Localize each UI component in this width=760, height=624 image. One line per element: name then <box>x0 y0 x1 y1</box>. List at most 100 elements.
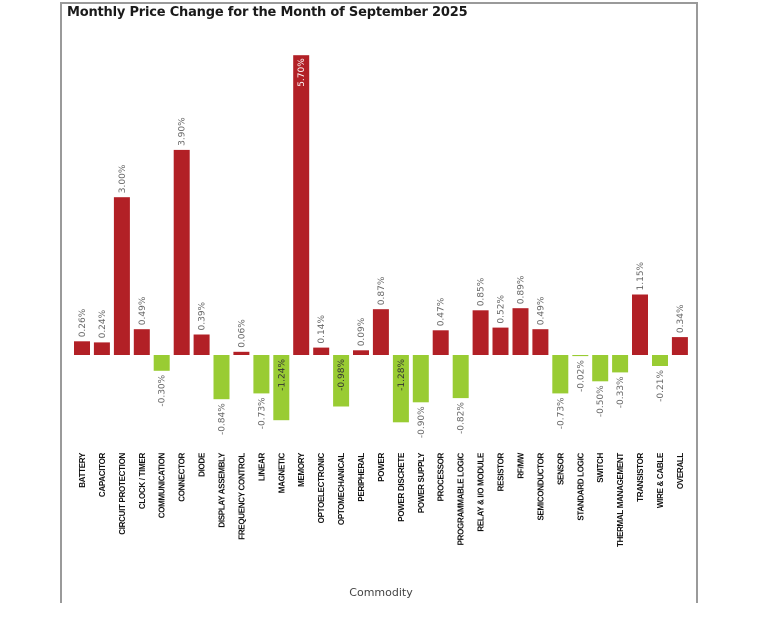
category-label-standard-logic: STANDARD LOGIC <box>576 452 585 520</box>
data-label-power-discrete: -1.28% <box>397 359 407 391</box>
category-label-communication: COMMUNICATION <box>158 452 167 518</box>
data-label-linear: -0.73% <box>257 397 267 429</box>
category-label-memory: MEMORY <box>297 452 306 487</box>
bar-peripheral[interactable] <box>353 350 369 355</box>
bar-rf-mw[interactable] <box>512 308 529 355</box>
category-label-switch: SWITCH <box>596 452 605 482</box>
data-label-standard-logic: -0.02% <box>576 360 586 392</box>
bar-circuit-protection[interactable] <box>113 197 130 355</box>
data-label-battery: 0.26% <box>78 308 88 337</box>
category-label-thermal-management: THERMAL MANAGEMENT <box>616 453 625 547</box>
bar-communication[interactable] <box>153 355 170 371</box>
data-label-switch: -0.50% <box>596 385 606 417</box>
category-label-transistor: TRANSISTOR <box>636 452 645 501</box>
bar-optomechanical[interactable] <box>333 355 350 407</box>
category-label-magnetic: MAGNETIC <box>277 452 286 493</box>
bar-power-supply[interactable] <box>412 355 429 403</box>
category-label-resistor: RESISTOR <box>497 452 506 491</box>
category-label-battery: BATTERY <box>78 452 87 488</box>
bar-battery[interactable] <box>74 341 90 355</box>
chart-title: Monthly Price Change for the Month of Se… <box>67 5 468 20</box>
data-label-frequency-control: 0.06% <box>237 319 247 348</box>
data-label-rf-mw: 0.89% <box>517 275 527 304</box>
data-label-connector: 3.90% <box>178 117 188 146</box>
bar-switch[interactable] <box>592 355 609 382</box>
bar-semiconductor[interactable] <box>532 329 549 355</box>
bar-programmable-logic[interactable] <box>452 355 469 399</box>
bar-connector[interactable] <box>173 149 190 355</box>
bar-optoelectronic[interactable] <box>313 347 330 355</box>
category-label-power-discrete: POWER DISCRETE <box>397 452 406 522</box>
bar-clock-timer[interactable] <box>133 329 150 355</box>
category-labels-group: BATTERY CAPACITOR CIRCUIT PROTECTION CLOCK … <box>78 452 685 547</box>
data-label-programmable-logic: -0.82% <box>457 402 467 434</box>
data-label-relay-i-o-module: 0.85% <box>477 277 487 306</box>
data-labels-group: 0.26% 0.24% 3.00% 0.49% -0.30% 3.90% 0.39% -0.8… <box>78 58 686 438</box>
category-label-power: POWER <box>377 452 386 481</box>
category-label-sensor: SENSOR <box>556 452 565 485</box>
bar-capacitor[interactable] <box>93 342 110 355</box>
data-label-wire-cable: -0.21% <box>656 370 666 402</box>
data-label-transistor: 1.15% <box>636 261 646 290</box>
category-label-connector: CONNECTOR <box>178 452 187 501</box>
data-label-overall: 0.34% <box>676 304 686 333</box>
category-label-linear: LINEAR <box>257 452 266 481</box>
category-label-peripheral: PERIPHERAL <box>357 453 366 502</box>
data-label-resistor: 0.52% <box>497 295 507 324</box>
bar-display-assembly[interactable] <box>213 355 230 400</box>
data-label-thermal-management: -0.33% <box>616 376 626 408</box>
bar-wire-cable[interactable] <box>652 355 668 366</box>
category-label-clock-timer: CLOCK / TIMER <box>138 452 147 509</box>
bar-overall[interactable] <box>671 337 688 355</box>
data-label-processor: 0.47% <box>437 297 447 326</box>
category-label-wire-cable: WIRE & CABLE <box>656 452 665 508</box>
category-label-programmable-logic: PROGRAMMABLE LOGIC <box>457 452 466 545</box>
data-label-magnetic: -1.24% <box>277 359 287 391</box>
category-label-rf-mw: RF/MW <box>517 452 526 478</box>
category-label-relay-i-o-module: RELAY & I/O MODULE <box>477 452 486 532</box>
bar-power-discrete[interactable] <box>392 355 409 423</box>
category-label-optomechanical: OPTOMECHANICAL <box>337 453 346 526</box>
data-label-optomechanical: -0.98% <box>337 359 347 391</box>
category-label-display-assembly: DISPLAY ASSEMBLY <box>218 452 227 528</box>
category-label-diode: DIODE <box>198 452 207 477</box>
data-label-clock-timer: 0.49% <box>138 296 148 325</box>
category-label-optoelectronic: OPTOELECTRONIC <box>317 452 326 523</box>
category-label-power-supply: POWER SUPPLY <box>417 452 426 513</box>
bar-frequency-control[interactable] <box>233 351 250 355</box>
data-label-power-supply: -0.90% <box>417 406 427 438</box>
bar-magnetic[interactable] <box>273 355 290 421</box>
data-label-diode: 0.39% <box>198 301 208 330</box>
data-label-peripheral: 0.09% <box>357 317 367 346</box>
category-label-circuit-protection: CIRCUIT PROTECTION <box>118 452 127 534</box>
bar-resistor[interactable] <box>492 327 509 355</box>
bar-processor[interactable] <box>432 330 449 355</box>
category-label-processor: PROCESSOR <box>437 452 446 501</box>
bar-thermal-management[interactable] <box>612 355 629 373</box>
data-label-memory: 5.70% <box>297 58 307 87</box>
bar-linear[interactable] <box>253 355 270 394</box>
category-label-overall: OVERALL <box>676 453 685 490</box>
bar-memory[interactable] <box>293 55 310 355</box>
data-label-capacitor: 0.24% <box>98 309 108 338</box>
data-label-communication: -0.30% <box>158 374 168 406</box>
category-label-capacitor: CAPACITOR <box>98 452 107 497</box>
bar-diode[interactable] <box>193 334 210 356</box>
chart-frame <box>60 2 698 603</box>
data-label-circuit-protection: 3.00% <box>118 164 128 193</box>
category-label-semiconductor: SEMICONDUCTOR <box>536 452 545 520</box>
data-label-semiconductor: 0.49% <box>536 296 546 325</box>
data-label-power: 0.87% <box>377 276 387 305</box>
data-label-display-assembly: -0.84% <box>218 403 228 435</box>
x-axis-title: Commodity <box>349 586 413 599</box>
data-label-optoelectronic: 0.14% <box>317 315 327 344</box>
category-label-frequency-control: FREQUENCY CONTROL <box>237 453 246 540</box>
bars-group <box>74 55 688 423</box>
bar-sensor[interactable] <box>552 355 569 394</box>
data-label-sensor: -0.73% <box>556 397 566 429</box>
bar-relay-i-o-module[interactable] <box>472 310 489 355</box>
bar-power[interactable] <box>372 309 389 355</box>
bar-transistor[interactable] <box>632 294 648 356</box>
bar-standard-logic[interactable] <box>572 355 589 357</box>
